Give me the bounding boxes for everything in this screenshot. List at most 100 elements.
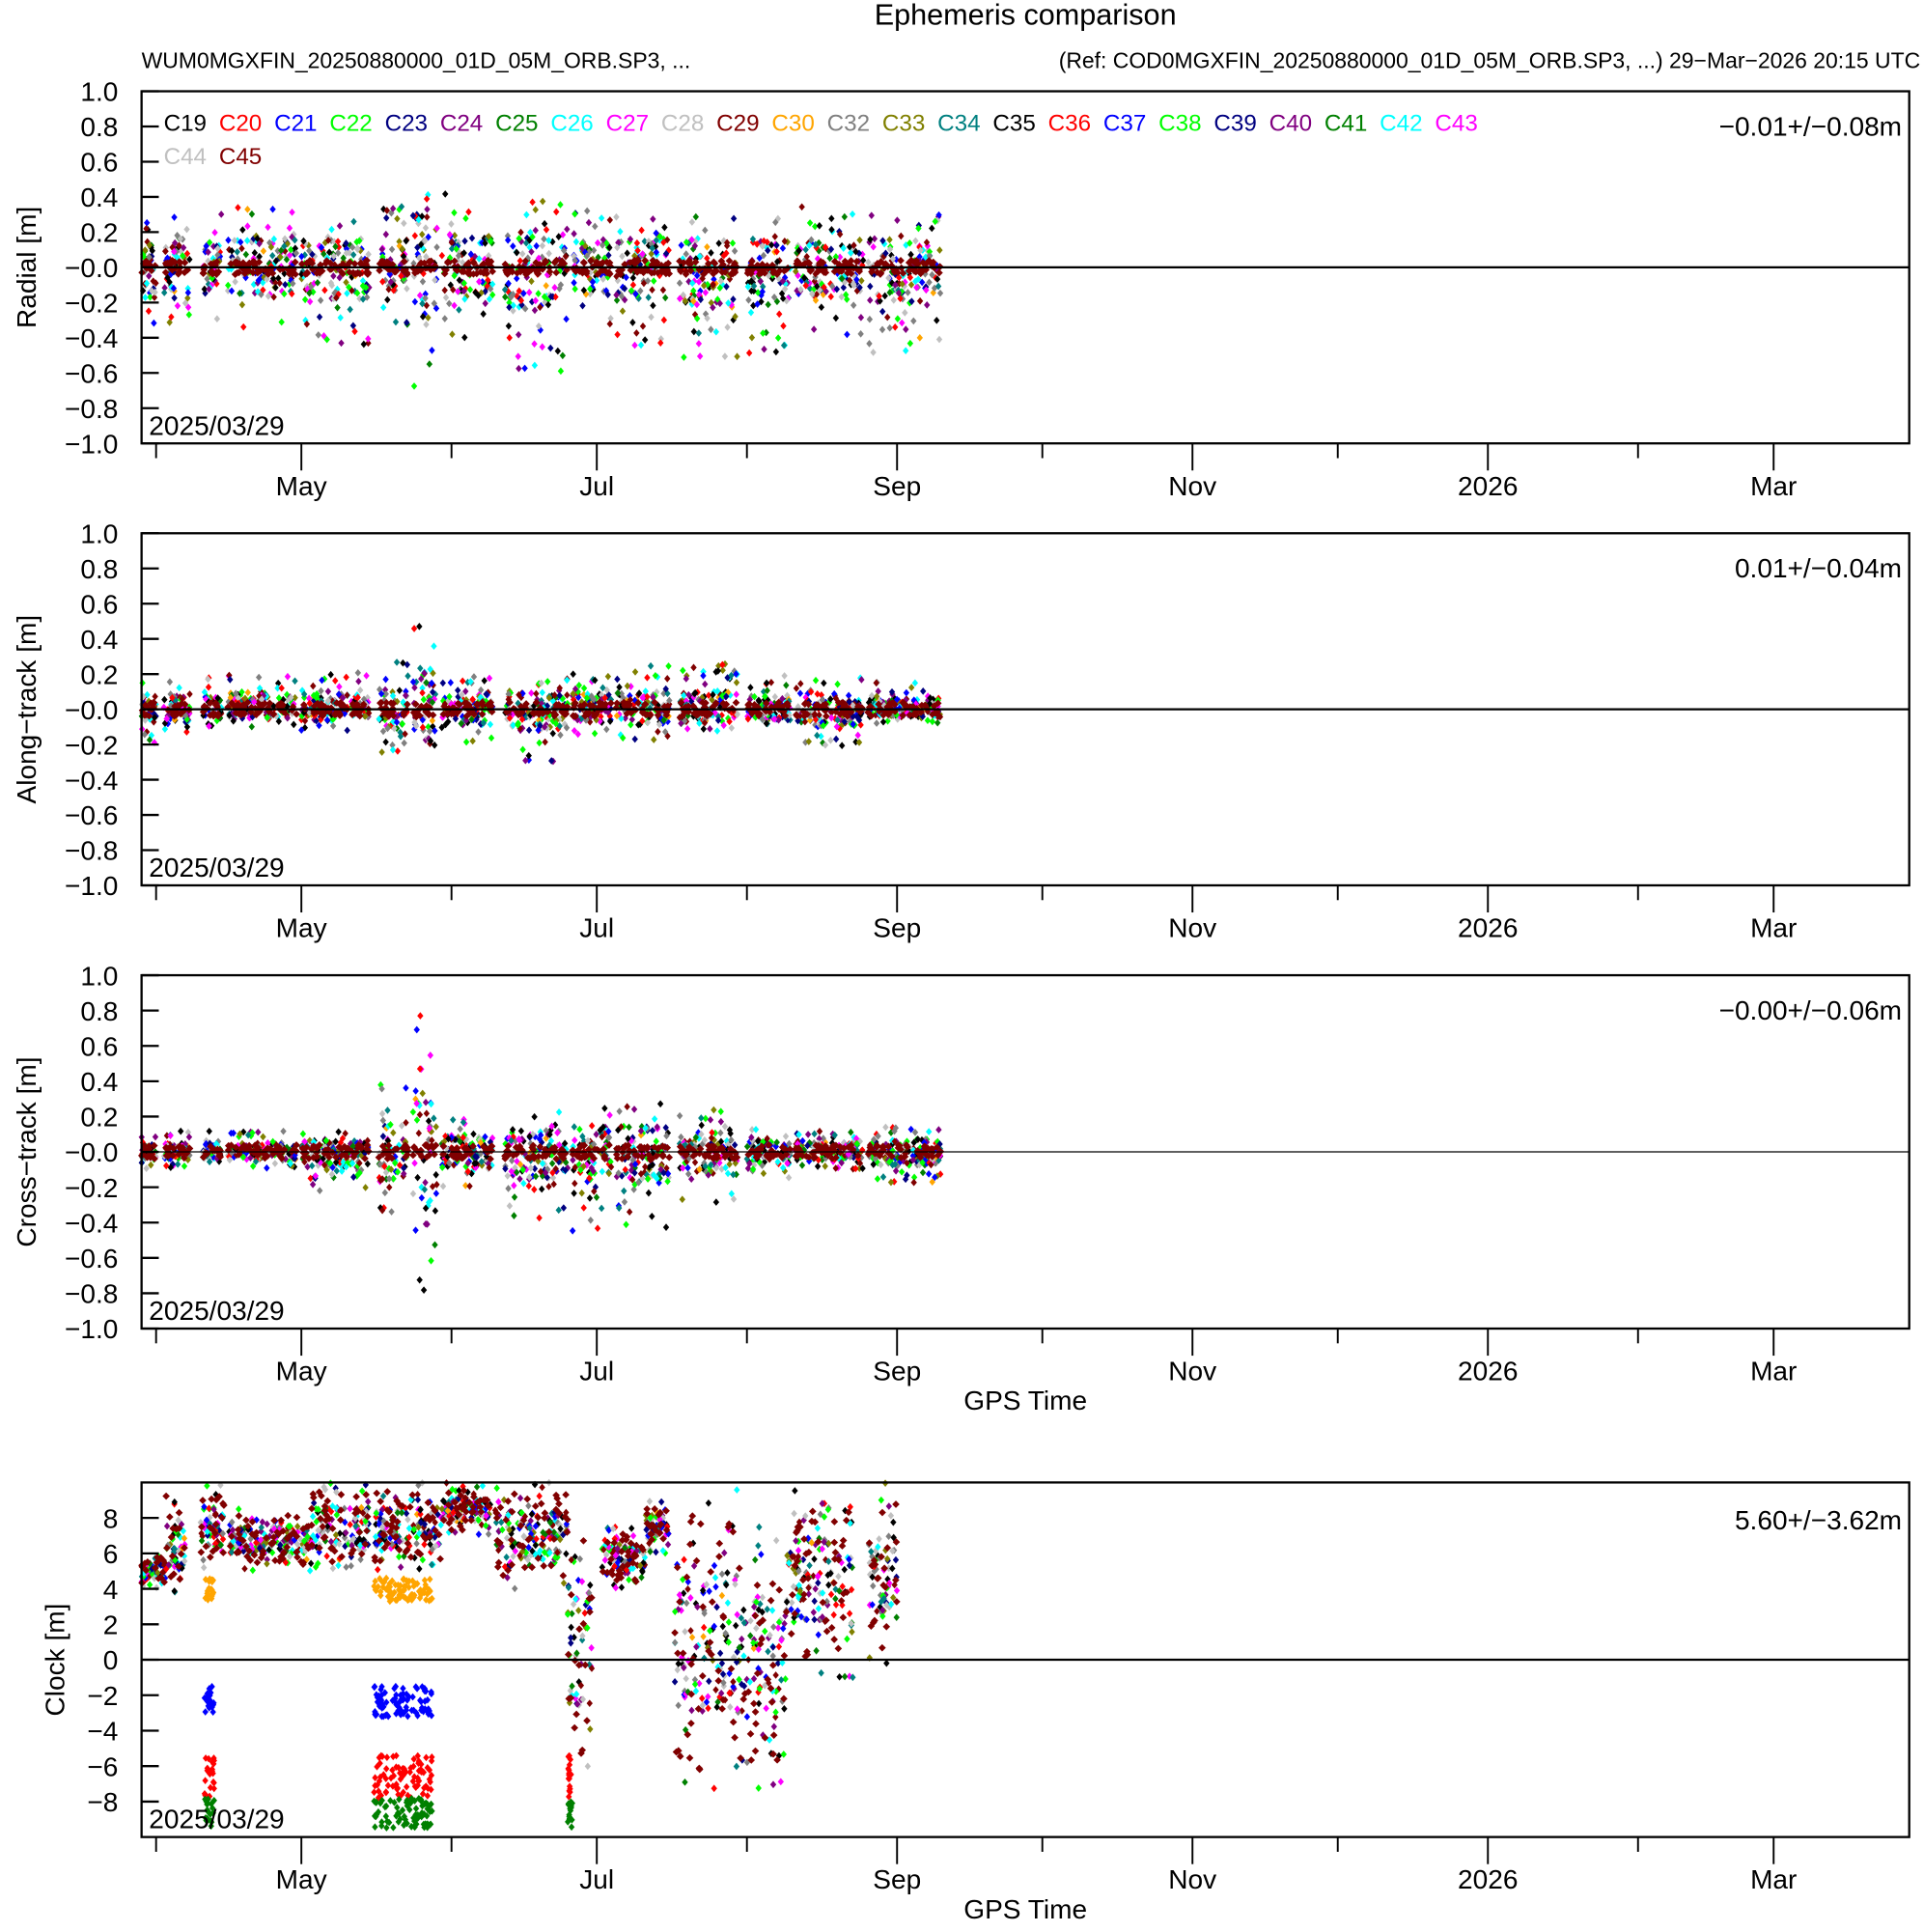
data-point-C33 <box>539 197 546 206</box>
data-point-C22 <box>453 244 460 253</box>
data-point-C43 <box>539 343 545 351</box>
data-point-C20 <box>516 287 522 295</box>
data-point-C29 <box>771 233 778 240</box>
data-point-C21 <box>700 671 707 680</box>
data-point-C38 <box>489 291 496 299</box>
data-point-C22 <box>323 335 330 344</box>
data-point-C33 <box>619 307 627 316</box>
y-tick-label: 1.0 <box>80 518 118 548</box>
data-point-C29 <box>606 320 613 328</box>
data-point-C40 <box>255 1128 262 1136</box>
data-point-C32 <box>381 1189 388 1197</box>
data-point-C21 <box>571 279 577 287</box>
y-tick-label: 0.4 <box>80 182 118 212</box>
data-point-C45 <box>641 257 650 265</box>
data-points <box>138 623 944 766</box>
data-point-C40 <box>871 235 878 243</box>
data-point-C32 <box>166 678 174 686</box>
data-point-C44 <box>404 285 410 293</box>
data-point-C32 <box>354 669 362 677</box>
data-point-C19 <box>549 729 556 738</box>
data-point-C44 <box>680 291 686 299</box>
data-point-C20 <box>321 286 328 294</box>
data-point-C22 <box>656 233 664 240</box>
data-point-C34 <box>812 240 819 249</box>
data-point-C20 <box>169 693 176 702</box>
data-point-C44 <box>771 692 779 701</box>
data-point-C40 <box>402 691 409 700</box>
y-tick-label: 0.6 <box>80 148 118 178</box>
data-point-C27 <box>286 224 293 233</box>
data-point-C39 <box>468 234 476 242</box>
data-point-C27 <box>363 672 370 680</box>
data-point-C40 <box>924 301 931 309</box>
data-point-C28 <box>619 252 626 261</box>
y-tick-label: −0.0 <box>65 253 118 283</box>
data-point-C30 <box>429 716 436 725</box>
data-point-C43 <box>551 284 558 292</box>
data-point-C29 <box>797 680 804 687</box>
data-point-C22 <box>536 739 543 747</box>
data-point-C20 <box>460 677 466 686</box>
data-point-C20 <box>506 334 513 342</box>
data-point-C29 <box>450 286 457 294</box>
data-point-C21 <box>412 1087 419 1095</box>
data-point-C23 <box>604 291 611 299</box>
data-point-C35 <box>832 314 840 322</box>
data-point-C22 <box>462 214 469 223</box>
data-point-C19 <box>818 303 825 312</box>
data-point-C29 <box>282 247 289 255</box>
data-point-C30 <box>916 333 923 342</box>
data-point-C27 <box>836 253 844 262</box>
data-point-C20 <box>536 1214 543 1222</box>
data-point-C39 <box>662 249 670 258</box>
data-point-C40 <box>256 239 263 248</box>
data-point-C32 <box>560 246 568 255</box>
data-point-C27 <box>433 224 440 233</box>
data-point-C28 <box>781 672 788 680</box>
data-point-C21 <box>184 289 192 296</box>
data-point-C38 <box>410 382 418 390</box>
data-point-C28 <box>721 352 729 360</box>
data-point-C40 <box>903 325 909 333</box>
x-tick-label: May <box>276 471 327 501</box>
data-point-C43 <box>289 209 295 216</box>
panel-2: 1.00.80.60.40.2−0.0−0.2−0.4−0.6−0.8−1.0M… <box>12 518 1910 943</box>
data-point-C29 <box>310 682 317 690</box>
data-point-C23 <box>730 214 738 223</box>
data-point-C33 <box>793 267 799 275</box>
data-point-C33 <box>651 736 657 743</box>
data-point-C35 <box>629 274 636 282</box>
data-point-C32 <box>910 317 917 325</box>
data-point-C45 <box>424 213 431 221</box>
data-point-C40 <box>152 1133 159 1141</box>
data-point-C20 <box>417 1012 424 1020</box>
data-point-C29 <box>415 1129 423 1137</box>
data-point-C19 <box>828 214 835 223</box>
data-point-C19 <box>431 741 438 749</box>
data-point-C22 <box>760 329 767 337</box>
data-point-C40 <box>180 243 187 252</box>
data-point-C40 <box>894 216 901 225</box>
y-tick-label: −0.8 <box>65 394 118 424</box>
data-point-C22 <box>278 318 285 326</box>
data-point-C45 <box>168 266 177 274</box>
data-point-C20 <box>411 232 419 239</box>
data-point-C28 <box>704 314 711 322</box>
data-point-C21 <box>432 1190 440 1197</box>
data-point-C42 <box>487 720 494 729</box>
data-point-C20 <box>802 281 809 290</box>
data-point-C21 <box>796 689 804 697</box>
data-point-C28 <box>535 322 543 330</box>
data-point-C19 <box>881 292 888 300</box>
data-point-C36 <box>776 310 783 319</box>
data-point-C45 <box>794 257 801 266</box>
data-point-C37 <box>653 229 659 238</box>
data-point-C21 <box>903 688 910 697</box>
data-point-C45 <box>631 260 639 268</box>
data-point-C33 <box>378 748 385 756</box>
data-point-C44 <box>912 237 919 245</box>
data-point-C19 <box>382 738 389 746</box>
data-point-C28 <box>183 225 190 234</box>
data-point-C44 <box>545 249 552 258</box>
